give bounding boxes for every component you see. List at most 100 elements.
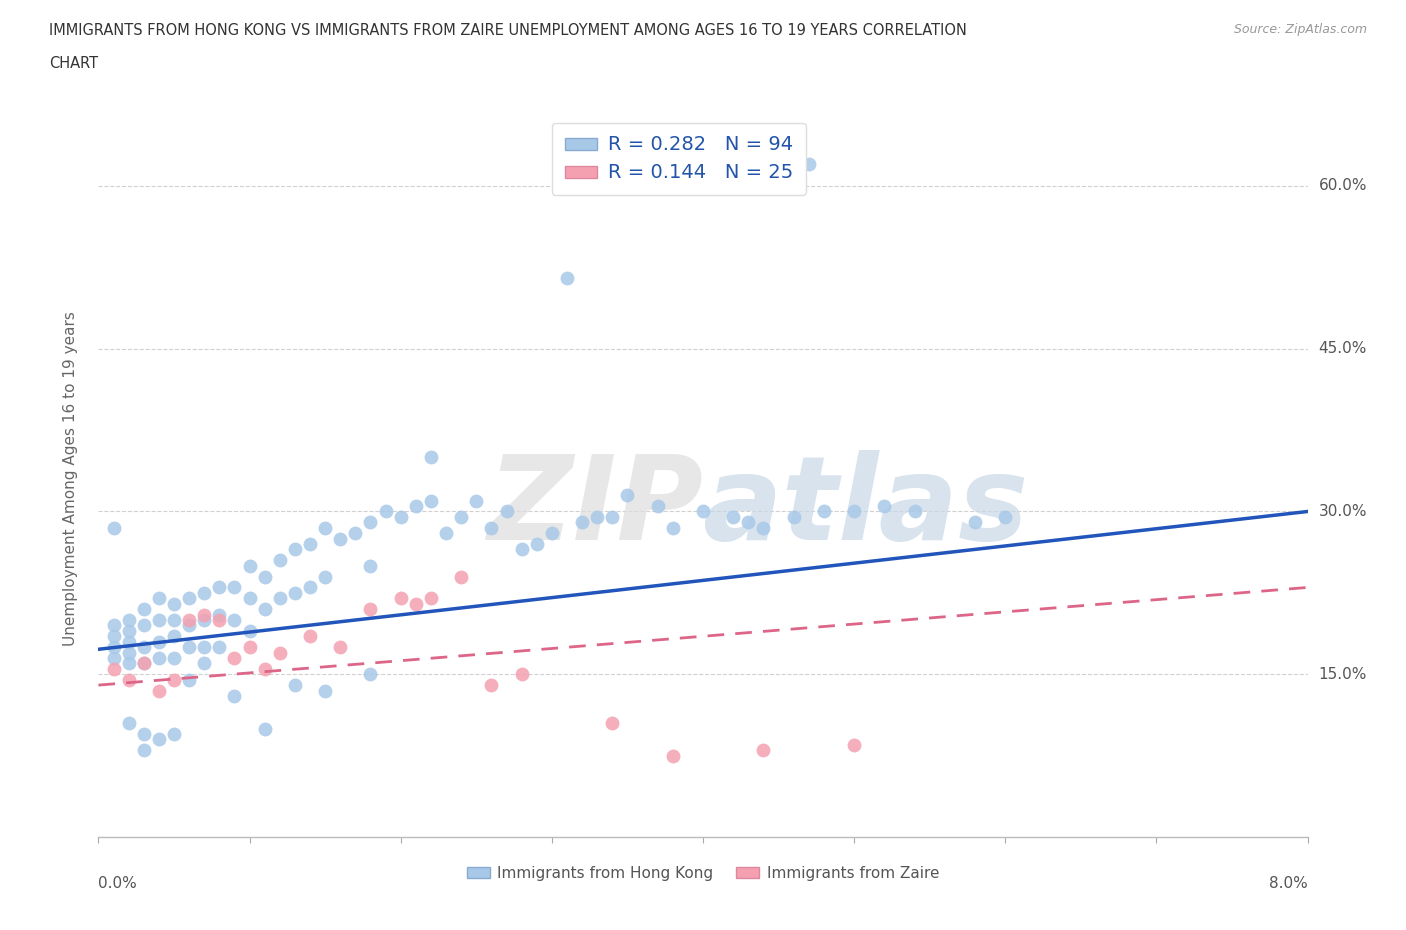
Point [813, 504, 835, 519]
Point [179, 591, 201, 605]
Y-axis label: Unemployment Among Ages 16 to 19 years: Unemployment Among Ages 16 to 19 years [63, 312, 77, 646]
Point [692, 504, 714, 519]
Point [193, 586, 215, 601]
Point [420, 450, 443, 465]
Text: 30.0%: 30.0% [1319, 504, 1367, 519]
Text: atlas: atlas [703, 450, 1029, 565]
Point [132, 602, 155, 617]
Point [103, 651, 125, 666]
Point [132, 656, 155, 671]
Point [299, 580, 322, 595]
Point [586, 510, 609, 525]
Point [193, 607, 215, 622]
Point [148, 732, 170, 747]
Point [239, 591, 262, 605]
Point [132, 743, 155, 758]
Text: 15.0%: 15.0% [1319, 667, 1367, 682]
Point [132, 656, 155, 671]
Point [253, 569, 276, 584]
Point [179, 672, 201, 687]
Point [481, 678, 503, 693]
Text: 60.0%: 60.0% [1319, 179, 1367, 193]
Point [647, 498, 669, 513]
Point [239, 640, 262, 655]
Point [434, 525, 457, 540]
Point [163, 596, 186, 611]
Text: 0.0%: 0.0% [98, 876, 138, 891]
Point [844, 737, 866, 752]
Point [752, 521, 775, 536]
Text: CHART: CHART [49, 56, 98, 71]
Point [481, 521, 503, 536]
Point [224, 688, 246, 703]
Point [179, 613, 201, 628]
Point [118, 645, 141, 660]
Point [661, 748, 683, 763]
Point [208, 580, 231, 595]
Point [118, 716, 141, 731]
Point [495, 504, 517, 519]
Point [405, 596, 427, 611]
Point [103, 618, 125, 633]
Point [269, 645, 291, 660]
Point [526, 537, 548, 551]
Point [224, 580, 246, 595]
Point [555, 271, 578, 286]
Point [329, 640, 352, 655]
Point [284, 542, 307, 557]
Point [844, 504, 866, 519]
Point [253, 721, 276, 736]
Point [540, 525, 562, 540]
Point [163, 726, 186, 741]
Point [132, 726, 155, 741]
Point [360, 667, 382, 682]
Point [602, 716, 624, 731]
Point [148, 613, 170, 628]
Point [965, 515, 987, 530]
Point [253, 661, 276, 676]
Text: ZIP: ZIP [486, 450, 703, 565]
Point [148, 591, 170, 605]
Point [208, 640, 231, 655]
Point [420, 591, 443, 605]
Point [873, 498, 896, 513]
Point [344, 525, 367, 540]
Point [329, 531, 352, 546]
Point [737, 515, 759, 530]
Point [163, 672, 186, 687]
Point [602, 510, 624, 525]
Point [571, 515, 593, 530]
Point [269, 591, 291, 605]
Point [269, 552, 291, 567]
Text: 45.0%: 45.0% [1319, 341, 1367, 356]
Point [253, 602, 276, 617]
Point [405, 498, 427, 513]
Point [163, 613, 186, 628]
Point [465, 493, 488, 508]
Point [360, 515, 382, 530]
Point [103, 521, 125, 536]
Point [723, 510, 745, 525]
Point [389, 510, 412, 525]
Point [148, 683, 170, 698]
Point [148, 651, 170, 666]
Point [314, 569, 336, 584]
Point [797, 157, 820, 172]
Point [374, 504, 396, 519]
Point [299, 629, 322, 644]
Point [420, 493, 443, 508]
Point [904, 504, 927, 519]
Point [389, 591, 412, 605]
Point [360, 558, 382, 573]
Point [179, 618, 201, 633]
Point [132, 640, 155, 655]
Point [103, 640, 125, 655]
Text: 8.0%: 8.0% [1268, 876, 1308, 891]
Point [284, 678, 307, 693]
Point [224, 651, 246, 666]
Point [299, 537, 322, 551]
Point [314, 683, 336, 698]
Point [360, 602, 382, 617]
Point [450, 510, 472, 525]
Point [163, 651, 186, 666]
